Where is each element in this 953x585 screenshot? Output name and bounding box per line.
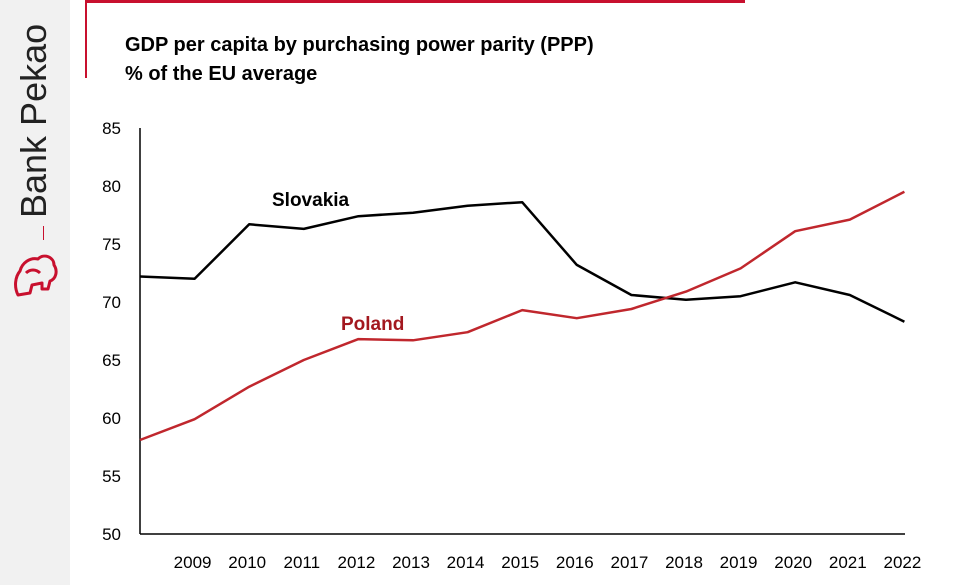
header-frame-left xyxy=(85,0,87,78)
y-tick-label: 55 xyxy=(102,467,121,486)
x-tick-label: 2015 xyxy=(501,553,539,572)
y-tick-label: 70 xyxy=(102,293,121,312)
y-tick-label: 85 xyxy=(102,119,121,138)
x-tick-label: 2019 xyxy=(720,553,758,572)
x-tick-label: 2009 xyxy=(174,553,212,572)
chart-title-block: GDP per capita by purchasing power parit… xyxy=(125,31,594,89)
x-tick-group: 2009 2010 2011 2012 2013 2014 2015 2016 2017 2018… xyxy=(174,553,922,572)
x-tick-label: 2016 xyxy=(556,553,594,572)
x-tick-label: 2020 xyxy=(774,553,812,572)
series-line-poland xyxy=(139,190,905,442)
x-tick-label: 2022 xyxy=(883,553,921,572)
x-tick-label: 2011 xyxy=(284,553,321,572)
brand-divider xyxy=(43,226,44,240)
header-frame-top xyxy=(85,0,745,3)
y-tick-group: 85 80 75 70 65 60 55 50 xyxy=(102,119,121,544)
series-label-poland: Poland xyxy=(341,314,404,335)
x-tick-label: 2014 xyxy=(447,553,485,572)
chart-subtitle: % of the EU average xyxy=(125,63,318,85)
y-tick-label: 50 xyxy=(102,525,121,544)
x-tick-label: 2017 xyxy=(610,553,648,572)
chart-title: GDP per capita by purchasing power parit… xyxy=(125,34,594,56)
y-tick-label: 65 xyxy=(102,351,121,370)
x-tick-label: 2010 xyxy=(228,553,266,572)
x-tick-label: 2021 xyxy=(829,553,867,572)
series-line-slovakia xyxy=(139,200,905,323)
brand-sidebar: Bank Pekao xyxy=(0,0,70,585)
x-tick-label: 2013 xyxy=(392,553,430,572)
y-tick-label: 75 xyxy=(102,235,121,254)
x-tick-label: 2012 xyxy=(337,553,375,572)
bison-icon xyxy=(14,254,58,297)
y-tick-label: 60 xyxy=(102,409,121,428)
x-tick-label: 2018 xyxy=(665,553,703,572)
series-label-slovakia: Slovakia xyxy=(272,190,350,211)
y-tick-label: 80 xyxy=(102,177,121,196)
